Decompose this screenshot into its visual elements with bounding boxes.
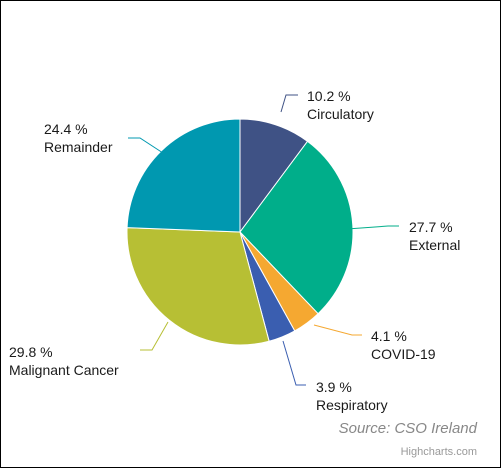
data-label-name: Respiratory [316,397,388,413]
data-label-name: Remainder [44,139,113,155]
data-label-name: Malignant Cancer [9,362,119,378]
data-label-value: 27.7 % [409,219,453,235]
data-label-name: External [409,237,460,253]
connector-respiratory [282,340,306,386]
data-label-name: Circulatory [307,106,374,122]
data-label-value: 24.4 % [44,121,88,137]
data-label-name: COVID-19 [371,346,436,362]
label-connectors [128,94,399,386]
pie-slice-external[interactable] [239,140,354,315]
pie-slice-circulatory[interactable] [239,118,309,234]
connector-circulatory [280,94,298,113]
pie-slice-malignant-cancer[interactable] [126,227,270,346]
source-note[interactable]: Source: CSO Ireland [338,420,477,437]
data-labels: 10.2 % Circulatory 27.7 % External 4.1 % COVI… [9,88,460,413]
pie-slices [126,118,354,346]
data-label-value: 3.9 % [316,379,352,395]
pie-slice-remainder[interactable] [126,118,241,233]
connector-remainder [128,137,164,154]
data-label-value: 4.1 % [371,328,407,344]
data-label-value: 10.2 % [307,88,351,104]
connector-covid-19 [313,324,362,336]
data-label-value: 29.8 % [9,344,53,360]
connector-malignant-cancer [140,321,169,351]
connector-external [346,225,399,230]
highcharts-credit[interactable]: Highcharts.com [400,446,477,458]
